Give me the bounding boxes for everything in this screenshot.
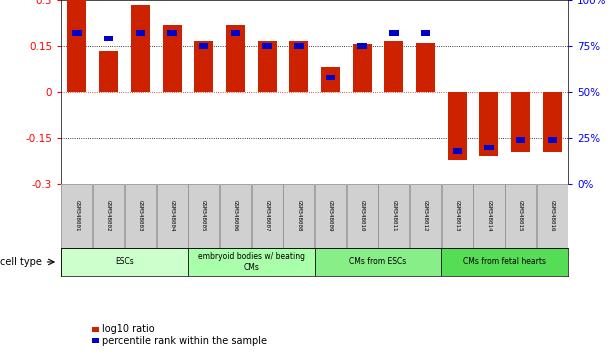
Text: GSM348002: GSM348002 [106,200,111,232]
Bar [61,248,188,276]
Bar [416,43,435,92]
Bar [485,144,494,150]
Text: GSM348005: GSM348005 [201,200,207,232]
Text: GSM348016: GSM348016 [550,200,555,232]
Bar [194,41,213,92]
Bar [511,92,530,152]
Text: GSM348015: GSM348015 [518,200,523,232]
Text: GSM348001: GSM348001 [75,200,79,232]
Bar [62,184,92,248]
Bar [188,248,315,276]
Bar [315,184,346,248]
Bar [199,43,208,49]
Bar [252,184,283,248]
Bar [188,184,219,248]
Bar [421,30,430,36]
Bar [547,137,557,143]
Bar [92,338,99,343]
Text: CMs from fetal hearts: CMs from fetal hearts [463,257,546,267]
Bar [353,45,371,92]
Bar [453,148,462,154]
Bar [258,41,277,92]
Bar [67,0,87,92]
Bar [410,184,441,248]
Bar [231,30,240,36]
Bar [384,41,403,92]
Bar [346,184,378,248]
Bar [537,184,568,248]
Text: CMs from ESCs: CMs from ESCs [349,257,407,267]
Bar [378,184,409,248]
Bar [226,24,245,92]
Bar [262,43,272,49]
Bar [441,248,568,276]
Bar [294,43,304,49]
Text: percentile rank within the sample: percentile rank within the sample [102,336,267,346]
Bar [99,51,118,92]
Bar [516,137,525,143]
Text: GSM348011: GSM348011 [392,200,397,232]
Text: GSM348004: GSM348004 [169,200,175,232]
Text: GSM348009: GSM348009 [328,200,333,232]
Bar [326,75,335,80]
Bar [72,30,82,36]
Bar [543,92,562,152]
Bar [104,36,114,41]
Text: GSM348010: GSM348010 [360,200,365,232]
Bar [93,184,124,248]
Bar [156,184,188,248]
Text: GSM348013: GSM348013 [455,200,460,232]
Text: GSM348008: GSM348008 [296,200,301,232]
Bar [505,184,536,248]
Bar [357,43,367,49]
Bar [448,92,467,160]
Bar [474,184,505,248]
Text: cell type: cell type [0,257,42,267]
Bar [167,30,177,36]
Bar [321,68,340,92]
Text: log10 ratio: log10 ratio [102,324,155,334]
Bar [442,184,473,248]
Text: GSM348007: GSM348007 [265,200,269,232]
Bar [163,24,181,92]
Text: GSM348006: GSM348006 [233,200,238,232]
Text: ESCs: ESCs [115,257,134,267]
Bar [290,41,309,92]
Bar [315,248,441,276]
Text: GSM348003: GSM348003 [138,200,143,232]
Bar [220,184,251,248]
Bar [125,184,156,248]
Bar [136,30,145,36]
Bar [284,184,314,248]
Text: GSM348014: GSM348014 [486,200,491,232]
Text: embryoid bodies w/ beating
CMs: embryoid bodies w/ beating CMs [198,252,305,272]
Bar [480,92,499,156]
Bar [389,30,398,36]
Bar [92,327,99,332]
Text: GSM348012: GSM348012 [423,200,428,232]
Bar [131,5,150,92]
